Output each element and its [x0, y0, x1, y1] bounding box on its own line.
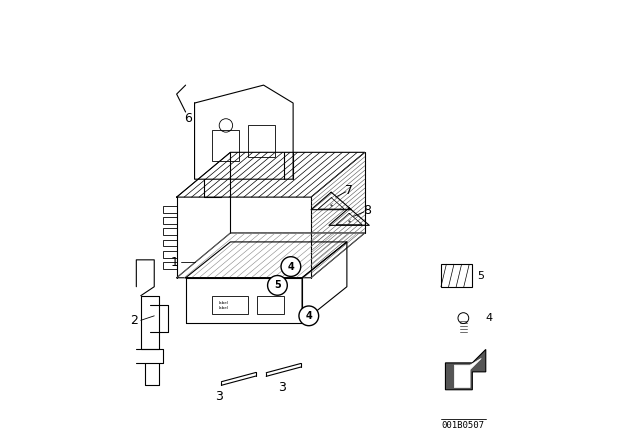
Text: label
label: label label [219, 301, 228, 310]
Circle shape [268, 276, 287, 295]
Text: 3: 3 [215, 390, 223, 403]
Bar [163, 217, 177, 224]
Text: 4: 4 [287, 262, 294, 271]
Bar [212, 296, 248, 314]
Circle shape [281, 257, 301, 276]
Text: 4: 4 [486, 313, 493, 323]
Text: 001B0507: 001B0507 [442, 421, 485, 430]
Bar [441, 264, 472, 287]
Text: 6: 6 [184, 112, 192, 125]
Bar [163, 206, 177, 213]
Text: 5: 5 [477, 271, 484, 280]
Text: 7: 7 [345, 184, 353, 197]
Bar [212, 130, 239, 161]
Text: 8: 8 [363, 204, 371, 217]
Text: ⚡: ⚡ [329, 203, 333, 209]
Text: 5: 5 [274, 280, 281, 290]
Bar [163, 251, 177, 258]
Polygon shape [445, 349, 486, 390]
Circle shape [299, 306, 319, 326]
Text: 4: 4 [305, 311, 312, 321]
Bar [257, 296, 284, 314]
Polygon shape [454, 358, 481, 388]
Bar [163, 228, 177, 235]
Bar [163, 262, 177, 269]
Text: ⚡: ⚡ [347, 219, 351, 225]
Bar [163, 240, 177, 246]
Text: 1: 1 [170, 255, 179, 269]
Bar [248, 125, 275, 157]
Text: 3: 3 [278, 381, 286, 394]
Text: 2: 2 [130, 314, 138, 327]
